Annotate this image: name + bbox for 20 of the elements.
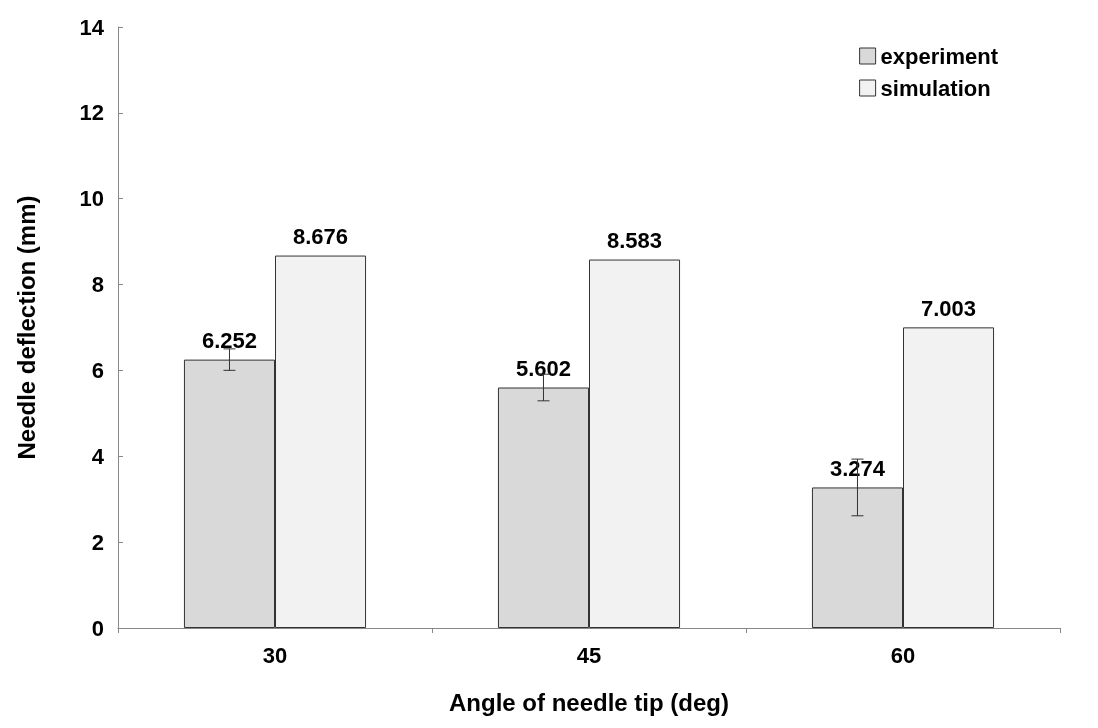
y-tick-label: 14 (79, 14, 105, 40)
y-axis-title: Needle deflection (mm) (12, 195, 40, 460)
legend-label: experiment (880, 43, 999, 69)
data-label: 8.676 (293, 224, 349, 250)
y-tick-label: 4 (91, 443, 105, 469)
x-axis-title: Angle of needle tip (deg) (449, 688, 729, 716)
data-label: 5.602 (515, 356, 571, 382)
y-tick-label: 10 (79, 186, 104, 212)
y-tick-label: 6 (91, 357, 104, 383)
x-tick-label: 30 (262, 642, 288, 668)
x-tick-label: 45 (576, 642, 602, 668)
y-tick-label: 8 (91, 272, 104, 298)
legend-label: simulation (880, 75, 991, 101)
y-tick-label: 0 (91, 615, 104, 641)
x-tick-label: 60 (890, 642, 916, 668)
data-label: 7.003 (921, 295, 977, 321)
data-label: 8.583 (607, 228, 663, 254)
y-tick-label: 2 (91, 529, 104, 555)
y-tick-label: 12 (79, 100, 104, 126)
data-label: 6.252 (201, 328, 257, 354)
